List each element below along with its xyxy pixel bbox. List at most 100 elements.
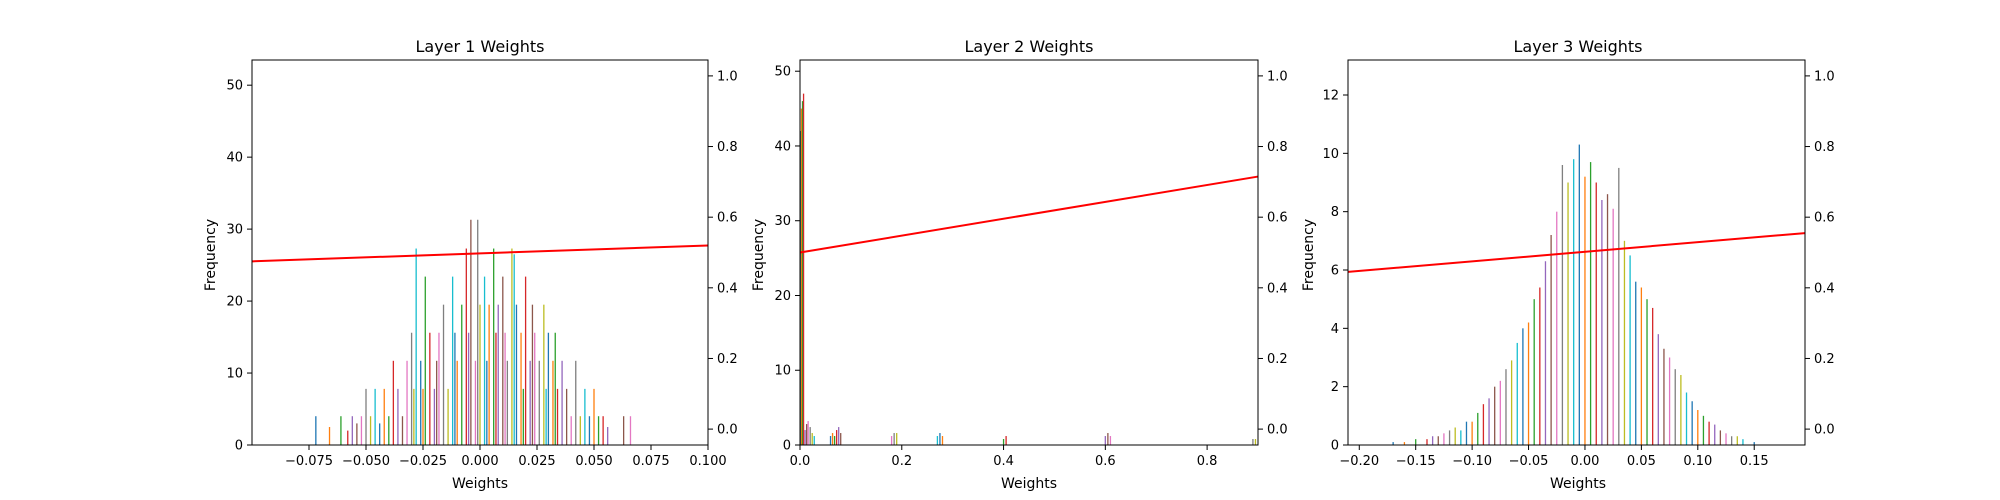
subplot-layer-3: Layer 3 Weights Weights Frequency −0.20 −… — [1301, 37, 1835, 492]
histogram-bar — [561, 360, 563, 445]
histogram-bar — [556, 388, 559, 445]
histogram-bar — [890, 436, 893, 445]
histogram-bar — [829, 436, 832, 445]
histogram-bar — [438, 332, 440, 445]
histogram-bar — [1629, 255, 1631, 445]
histogram-bar — [1680, 375, 1682, 445]
y-tick-label: 0 — [1331, 439, 1339, 454]
histogram-bar — [629, 416, 632, 445]
histogram-bar — [936, 436, 939, 445]
x-axis-label: Weights — [452, 476, 508, 492]
histogram-bar — [493, 248, 495, 445]
histogram-bar — [486, 360, 488, 445]
histogram-bar — [470, 219, 472, 445]
histogram-bar — [800, 108, 803, 445]
histogram-bar — [1561, 165, 1564, 445]
y2-tick-label: 1.0 — [1814, 69, 1835, 84]
histogram-bar — [1685, 392, 1688, 445]
histogram-bar — [410, 332, 413, 445]
histogram-bar — [401, 416, 404, 445]
y2-tick-label: 0.6 — [717, 211, 738, 226]
histogram-bar — [547, 332, 550, 445]
histogram-bar — [1471, 421, 1473, 445]
histogram-bar — [1109, 436, 1112, 445]
histogram-bar — [1606, 194, 1609, 445]
histogram-bar — [488, 304, 490, 445]
histogram-bar — [1254, 439, 1257, 445]
y2-tick-label: 1.0 — [1267, 69, 1288, 84]
x-axis-label: Weights — [1001, 476, 1057, 492]
y-tick-label: 2 — [1331, 380, 1339, 395]
axes-frame — [799, 59, 1259, 446]
histogram-bar — [1753, 442, 1755, 445]
y2-tick-label: 0.4 — [1267, 281, 1288, 296]
x-tick-label: 0.025 — [518, 454, 555, 469]
y2-tick-label: 0.4 — [717, 281, 738, 296]
histogram-bar — [479, 304, 481, 445]
x-tick-label: 0.10 — [1683, 454, 1712, 469]
histogram-bar — [1623, 240, 1626, 445]
x-tick-label: 0.00 — [1570, 454, 1599, 469]
histogram-bar — [835, 430, 838, 445]
histogram-bar — [1663, 348, 1665, 445]
histogram-bar — [1646, 299, 1648, 445]
histogram-bar — [1510, 360, 1513, 445]
histogram-bar — [811, 433, 813, 445]
histogram-bar — [1488, 398, 1490, 445]
chart-title: Layer 1 Weights — [415, 37, 544, 56]
y-tick-label: 10 — [1322, 147, 1339, 162]
histogram-bar — [1618, 167, 1620, 446]
histogram-bar — [477, 219, 479, 445]
histogram-bar — [1392, 442, 1394, 445]
histogram-bar — [513, 254, 515, 445]
histogram-bar — [365, 388, 367, 445]
x-tick-label: 0.075 — [632, 454, 669, 469]
histogram-bar — [833, 436, 836, 445]
y2-tick-label: 1.0 — [717, 69, 738, 84]
histogram-bar — [456, 360, 458, 445]
histogram-bar — [1556, 211, 1558, 445]
y-tick-label: 50 — [226, 79, 243, 94]
y-tick-label: 4 — [1331, 322, 1339, 337]
histogram-bar — [442, 304, 445, 445]
histogram-bar — [504, 332, 506, 445]
x-tick-label: 0.4 — [993, 454, 1014, 469]
histogram-bar — [340, 416, 342, 445]
histogram-bar — [422, 388, 424, 445]
histogram-bar — [545, 388, 547, 445]
histogram-bar — [383, 388, 385, 445]
histogram-bar — [1635, 281, 1637, 445]
histogram-bar — [374, 388, 376, 445]
y-tick-label: 8 — [1331, 205, 1339, 220]
y-tick-label: 50 — [774, 65, 791, 80]
y-tick-label: 20 — [774, 289, 791, 304]
x-tick-label: −0.050 — [342, 454, 390, 469]
histogram-bar — [831, 433, 834, 445]
histogram-bar — [1550, 235, 1552, 445]
histogram-bar — [511, 248, 513, 445]
histogram-bar — [1573, 159, 1575, 446]
histogram-bar — [896, 433, 898, 445]
histogram-bar — [1437, 436, 1439, 445]
x-tick-label: 0.0 — [790, 454, 811, 469]
histogram-bar — [483, 276, 486, 445]
y2-tick-label: 0.0 — [717, 423, 738, 438]
histogram-bar — [1725, 433, 1727, 445]
chart-title: Layer 2 Weights — [964, 37, 1093, 56]
histogram-bar — [315, 416, 317, 445]
histogram-bar — [939, 433, 941, 445]
x-tick-label: 0.15 — [1740, 454, 1769, 469]
chart-title: Layer 3 Weights — [1513, 37, 1642, 56]
histogram-bar — [506, 360, 509, 445]
histogram-bar — [347, 430, 349, 445]
histogram-bar — [1107, 433, 1109, 445]
histogram-bar — [461, 304, 463, 445]
y-tick-label: 40 — [226, 151, 243, 166]
histogram-bar — [1652, 307, 1654, 445]
histogram-bar — [447, 388, 449, 445]
histogram-bar — [602, 416, 604, 445]
histogram-bar — [1584, 176, 1586, 446]
y-tick-label: 20 — [226, 295, 243, 310]
histogram-bar — [356, 423, 358, 445]
x-tick-label: −0.075 — [285, 454, 333, 469]
